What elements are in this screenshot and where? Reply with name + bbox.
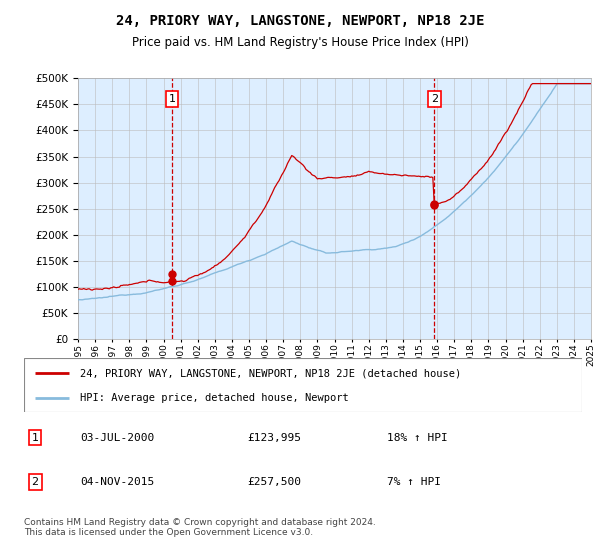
Text: £257,500: £257,500 xyxy=(247,477,301,487)
Text: Contains HM Land Registry data © Crown copyright and database right 2024.
This d: Contains HM Land Registry data © Crown c… xyxy=(24,518,376,538)
Text: 24, PRIORY WAY, LANGSTONE, NEWPORT, NP18 2JE (detached house): 24, PRIORY WAY, LANGSTONE, NEWPORT, NP18… xyxy=(80,368,461,379)
Text: 24, PRIORY WAY, LANGSTONE, NEWPORT, NP18 2JE: 24, PRIORY WAY, LANGSTONE, NEWPORT, NP18… xyxy=(116,14,484,28)
Text: £123,995: £123,995 xyxy=(247,432,301,442)
Text: 03-JUL-2000: 03-JUL-2000 xyxy=(80,432,154,442)
Text: HPI: Average price, detached house, Newport: HPI: Average price, detached house, Newp… xyxy=(80,393,349,403)
Text: Price paid vs. HM Land Registry's House Price Index (HPI): Price paid vs. HM Land Registry's House … xyxy=(131,36,469,49)
Text: 04-NOV-2015: 04-NOV-2015 xyxy=(80,477,154,487)
Text: 18% ↑ HPI: 18% ↑ HPI xyxy=(387,432,448,442)
FancyBboxPatch shape xyxy=(24,358,582,412)
Text: 1: 1 xyxy=(169,94,176,104)
Text: 2: 2 xyxy=(431,94,438,104)
Text: 7% ↑ HPI: 7% ↑ HPI xyxy=(387,477,440,487)
Text: 2: 2 xyxy=(32,477,39,487)
Text: 1: 1 xyxy=(32,432,38,442)
